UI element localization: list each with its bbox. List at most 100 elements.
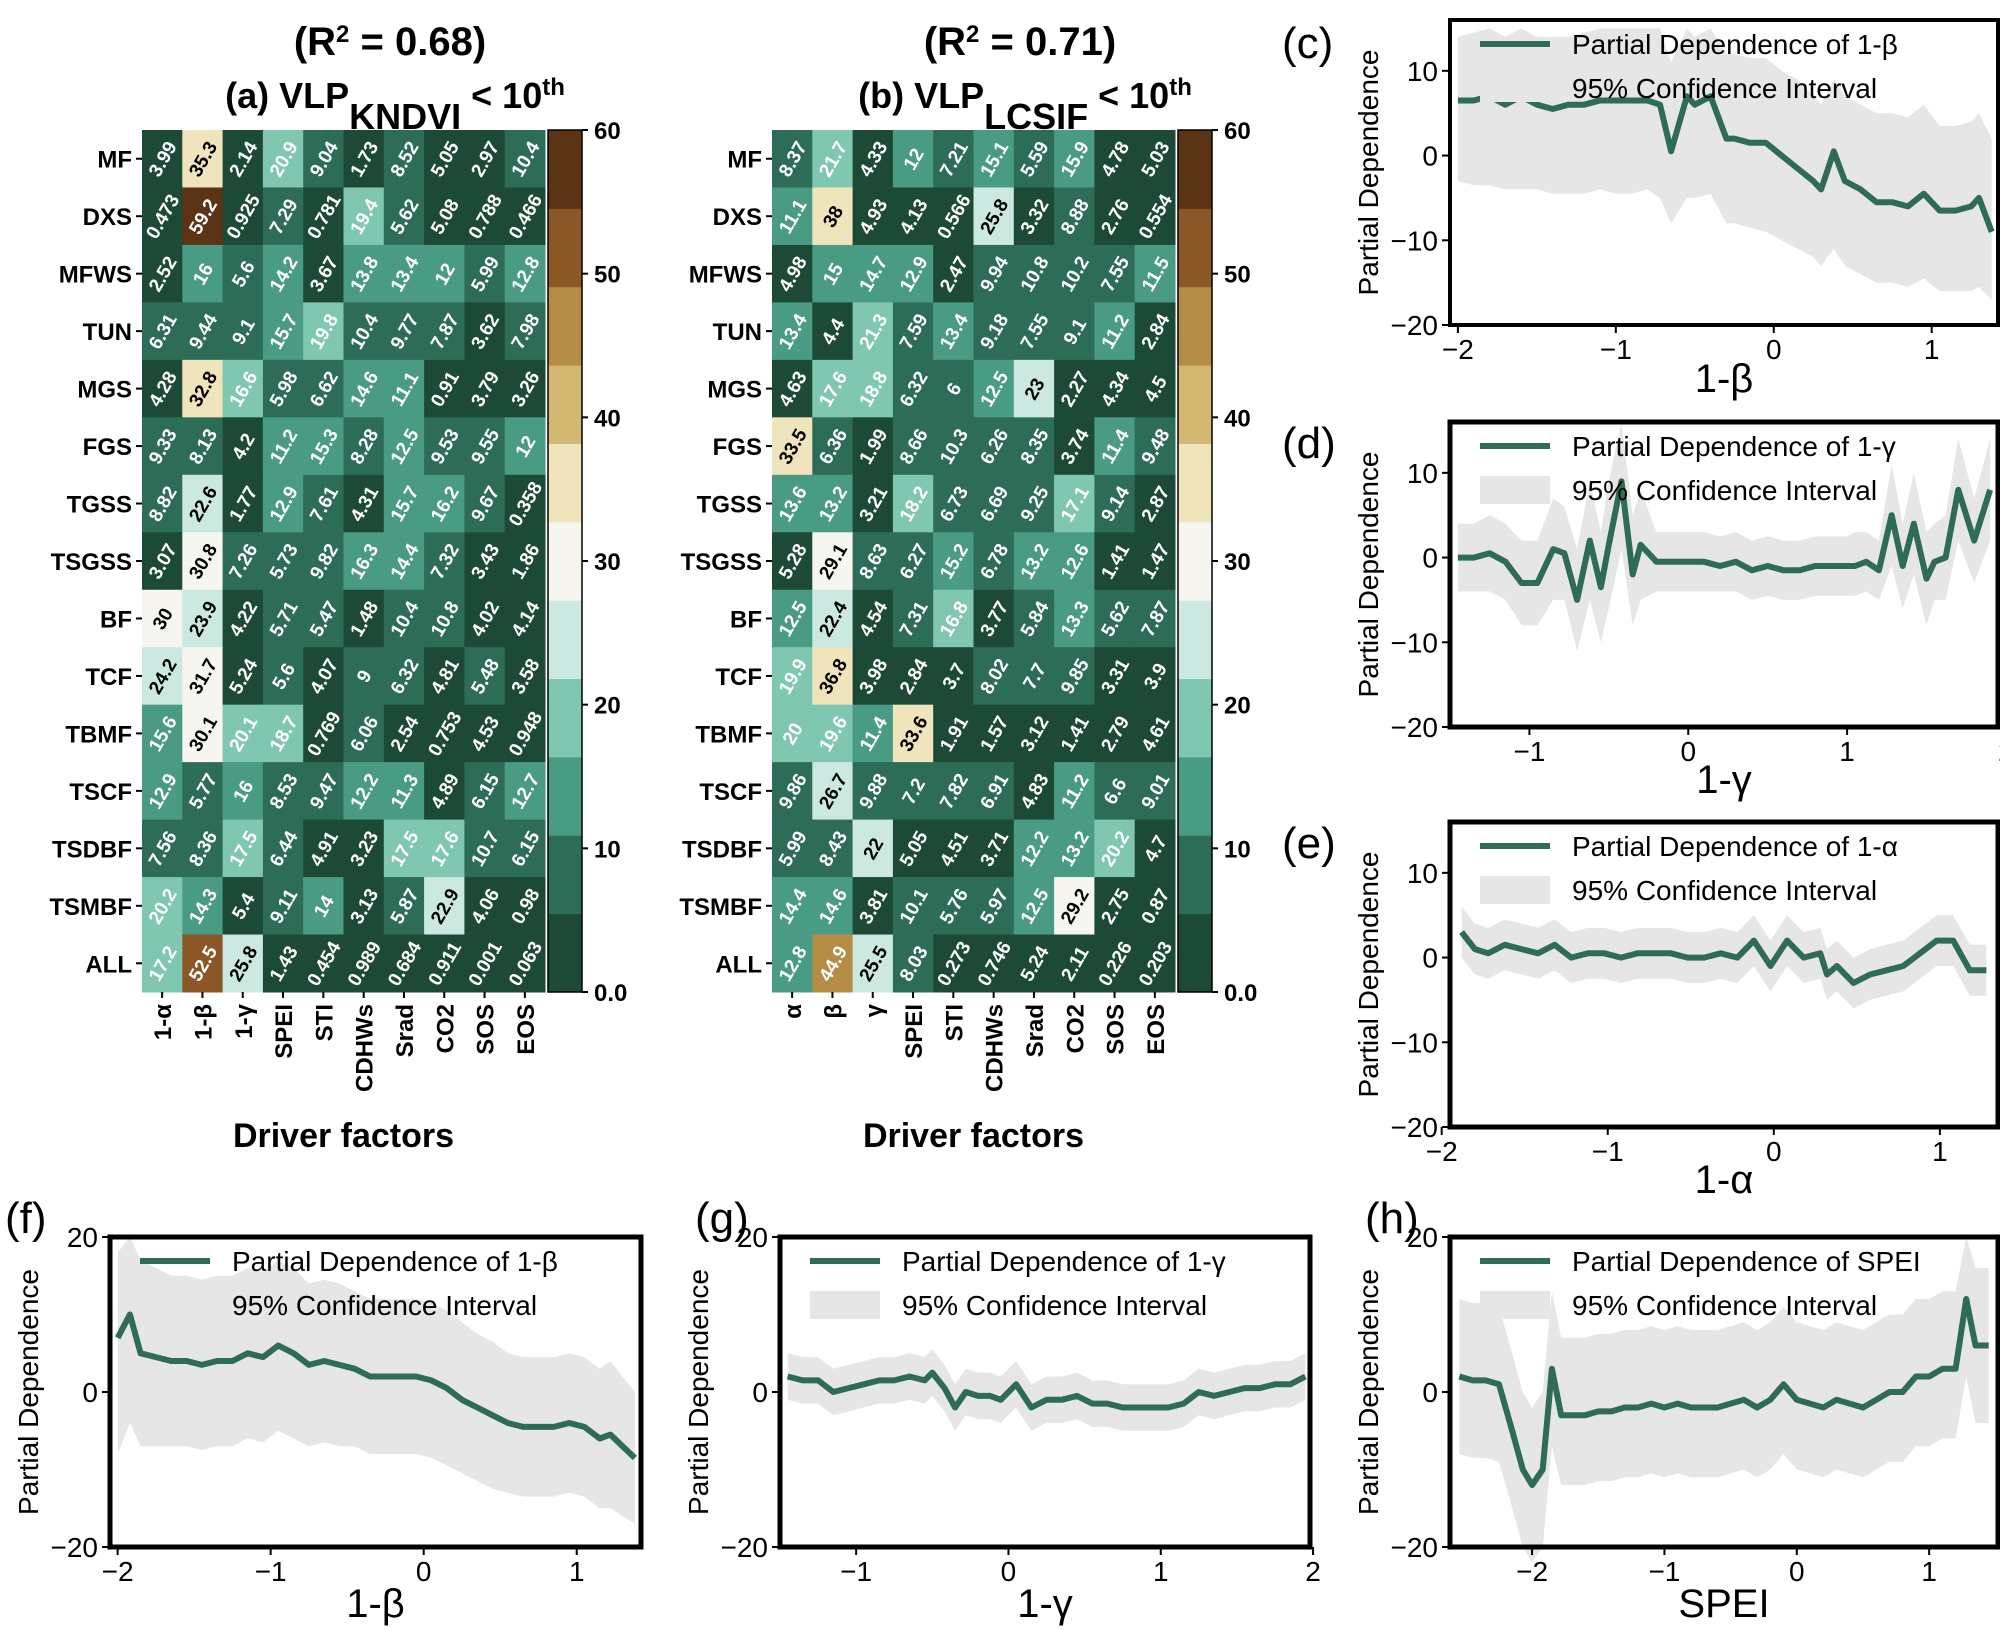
colorbar-segment <box>548 443 582 523</box>
heatmap-cell <box>892 417 934 476</box>
row-label: DXS <box>713 204 762 231</box>
heatmap-cell <box>464 244 506 303</box>
row-label: ALL <box>715 951 762 978</box>
heatmap-cell <box>182 589 224 648</box>
colorbar-segment <box>548 365 582 444</box>
heatmap-cell <box>464 302 506 361</box>
line-panel-(g): −1 0 1 2 −20 0 20 1-γ Partial Dependence (g) Parti… <box>683 1194 1321 1626</box>
heatmap-cell <box>892 244 934 303</box>
heatmap-cell <box>772 187 813 246</box>
heatmap-cell <box>812 762 854 821</box>
heatmap-cell <box>222 187 264 246</box>
heatmap-cell <box>343 130 385 188</box>
colorbar-tick-label: 60 <box>594 118 621 145</box>
heatmap-cell <box>504 877 546 936</box>
heatmap-cell <box>973 647 1015 706</box>
legend-band-label: 95% Confidence Interval <box>232 1290 537 1321</box>
heatmap-cell <box>812 187 854 246</box>
panel-letter: (f) <box>5 1194 47 1243</box>
heatmap-cell <box>772 762 813 821</box>
heatmap-cell <box>772 819 813 878</box>
colorbar-segment <box>1178 756 1212 836</box>
row-label: TSMBF <box>49 894 132 921</box>
heatmap-cell <box>973 302 1015 361</box>
axes-frame <box>1448 18 2000 327</box>
x-tick-label: 0 <box>1766 1136 1782 1167</box>
heatmap-cell <box>424 187 465 246</box>
heatmap-cell <box>504 704 546 763</box>
y-tick-label: 0 <box>1422 1377 1438 1408</box>
heatmap-cell <box>1054 302 1095 361</box>
heatmap-cell <box>504 474 546 533</box>
heatmap-cell <box>852 647 894 706</box>
heatmap-cell <box>1013 359 1055 418</box>
heatmap-cell <box>424 244 465 303</box>
col-label: CO2 <box>1062 1004 1089 1053</box>
y-tick-label: 0 <box>752 1377 768 1408</box>
x-tick-label: −1 <box>255 1556 287 1587</box>
heatmap-cell <box>222 704 264 763</box>
heatmap-cell <box>1054 877 1095 936</box>
heatmap-cell <box>772 302 813 361</box>
heatmap-cell <box>933 934 974 993</box>
heatmap-cell <box>182 474 224 533</box>
col-label: CDHWs <box>352 1004 379 1092</box>
heatmap-cell <box>464 187 506 246</box>
confidence-band <box>1457 422 1991 651</box>
heatmap-cell <box>1134 762 1176 821</box>
colorbar-segment <box>548 835 582 915</box>
heatmap-cell <box>852 359 894 418</box>
x-axis-label: 1-γ <box>1696 758 1752 802</box>
heatmap-cell <box>504 130 546 188</box>
heatmap-cell <box>852 762 894 821</box>
heatmap-cell <box>1054 704 1095 763</box>
heatmap-cell <box>1094 762 1136 821</box>
heatmap-cell <box>933 187 974 246</box>
heatmap-cell <box>182 819 224 878</box>
heatmap-cell <box>812 302 854 361</box>
row-label: DXS <box>83 204 132 231</box>
heatmap-cell <box>892 359 934 418</box>
col-label: 1-α <box>150 1004 177 1040</box>
heatmap-cell <box>1013 934 1055 993</box>
x-tick-label: 0 <box>1789 1556 1805 1587</box>
row-label: TUN <box>83 319 132 346</box>
heatmap-cell <box>343 359 385 418</box>
panel-title: (b) VLPLCSIF < 10th <box>858 74 1192 137</box>
heatmap-cell <box>933 704 974 763</box>
heatmap-cell <box>142 359 183 418</box>
heatmap-cell <box>142 302 183 361</box>
heatmap-cell <box>222 417 264 476</box>
axes-frame <box>1447 419 2000 730</box>
x-tick-label: −1 <box>1648 1556 1680 1587</box>
heatmap-cell <box>892 532 934 591</box>
heatmap-cell <box>343 934 385 993</box>
heatmap-cell <box>1054 474 1095 533</box>
colorbar-segment <box>1178 286 1212 366</box>
heatmap-cell <box>142 130 183 188</box>
heatmap-cell <box>973 934 1015 993</box>
heatmap-cell <box>973 187 1015 246</box>
x-tick-label: 1 <box>1932 1136 1948 1167</box>
heatmap-cell <box>973 130 1015 188</box>
colorbar-tick-label: 10 <box>1224 836 1251 863</box>
heatmap-cell <box>303 647 344 706</box>
heatmap-cell <box>973 762 1015 821</box>
confidence-band <box>1457 28 1992 300</box>
heatmap-cell <box>182 532 224 591</box>
legend-series-label: Partial Dependence of 1-β <box>1572 29 1898 60</box>
heatmap-cell <box>383 532 425 591</box>
heatmap-cell <box>424 762 465 821</box>
heatmap-cell <box>303 474 344 533</box>
x-axis-label: 1-γ <box>1017 1582 1073 1626</box>
legend-band-swatch <box>1480 876 1550 904</box>
x-tick-label: 0 <box>1766 334 1782 365</box>
panel-letter: (g) <box>695 1194 749 1243</box>
heatmap-cell <box>424 934 465 993</box>
heatmap-cell <box>222 302 264 361</box>
row-label: MF <box>97 147 132 174</box>
heatmap-cell <box>303 589 344 648</box>
heatmap-cell <box>812 532 854 591</box>
colorbar-segment <box>1178 208 1212 288</box>
